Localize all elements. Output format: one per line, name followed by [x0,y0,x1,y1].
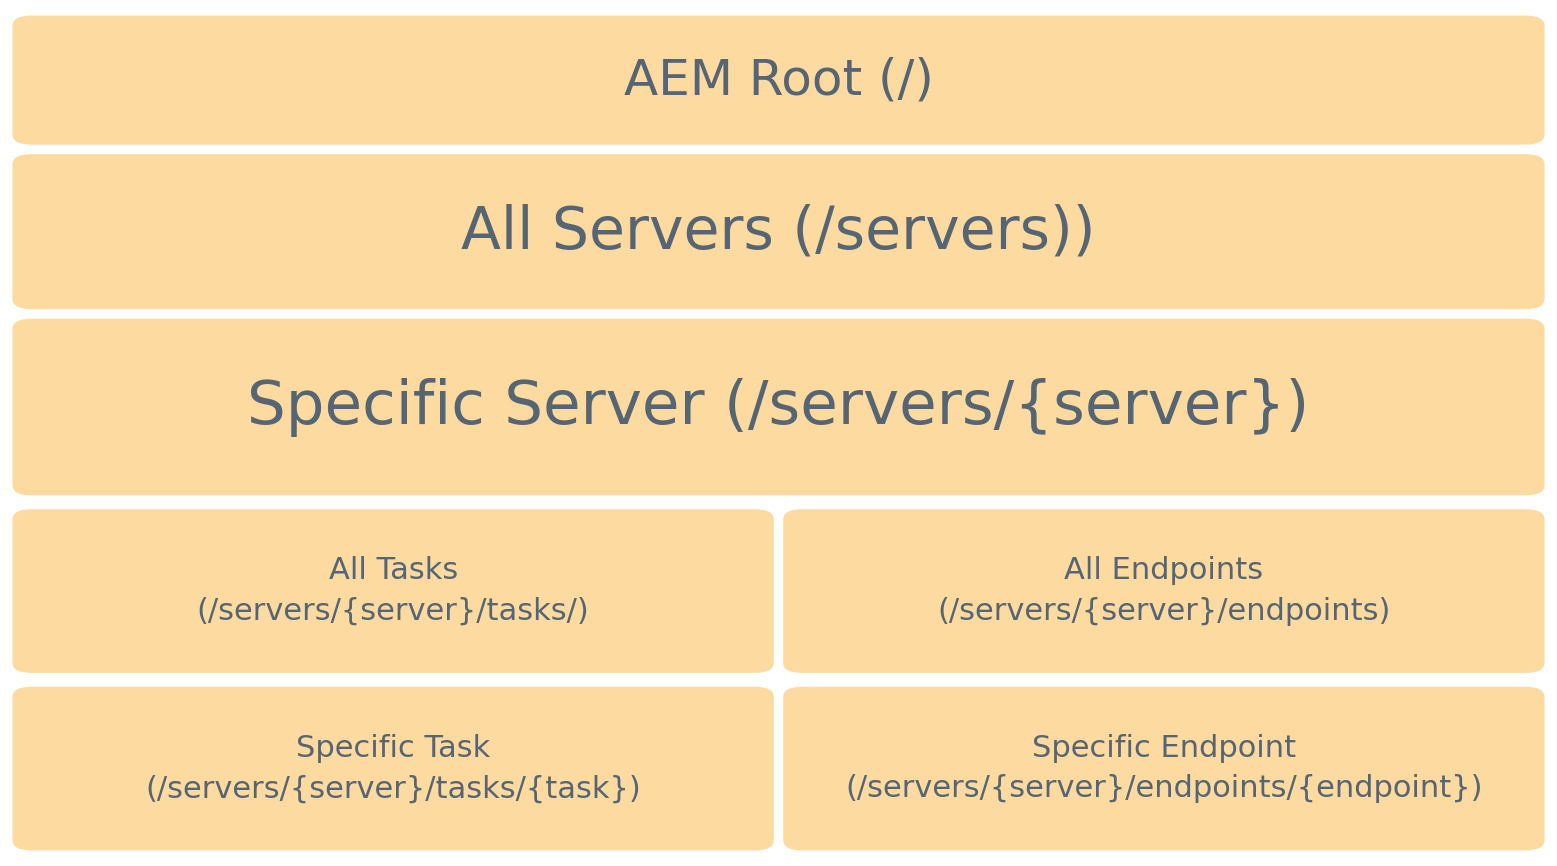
Text: Specific Task
(/servers/{server}/tasks/{task}): Specific Task (/servers/{server}/tasks/{… [145,734,641,804]
Text: All Endpoints
(/servers/{server}/endpoints): All Endpoints (/servers/{server}/endpoin… [937,556,1390,626]
FancyBboxPatch shape [783,687,1545,850]
FancyBboxPatch shape [12,509,774,673]
FancyBboxPatch shape [12,687,774,850]
Text: All Tasks
(/servers/{server}/tasks/): All Tasks (/servers/{server}/tasks/) [196,556,590,626]
FancyBboxPatch shape [783,509,1545,673]
FancyBboxPatch shape [12,16,1545,145]
FancyBboxPatch shape [12,154,1545,309]
FancyBboxPatch shape [12,319,1545,495]
Text: All Servers (/servers)): All Servers (/servers)) [461,204,1096,260]
Text: Specific Endpoint
(/servers/{server}/endpoints/{endpoint}): Specific Endpoint (/servers/{server}/end… [845,734,1482,804]
Text: AEM Root (/): AEM Root (/) [623,56,934,104]
Text: Specific Server (/servers/{server}): Specific Server (/servers/{server}) [248,378,1309,436]
